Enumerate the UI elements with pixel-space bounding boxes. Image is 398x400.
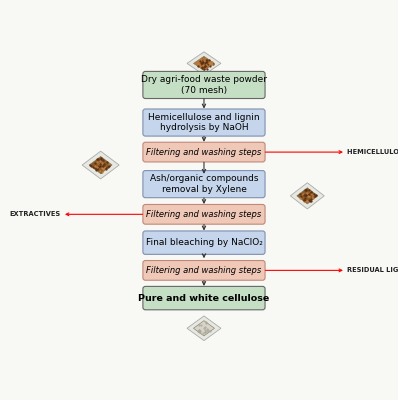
FancyBboxPatch shape [143,142,265,162]
Text: RESIDUAL LIGNIN: RESIDUAL LIGNIN [347,267,398,273]
Polygon shape [187,52,221,75]
Polygon shape [193,321,215,336]
Polygon shape [290,183,324,209]
FancyBboxPatch shape [143,204,265,224]
FancyBboxPatch shape [143,170,265,198]
Text: Ash/organic compounds
removal by Xylene: Ash/organic compounds removal by Xylene [150,174,258,194]
FancyBboxPatch shape [143,109,265,136]
Text: EXTRACTIVES: EXTRACTIVES [10,211,60,217]
Text: HEMICELLULOSE AND LIGNIN: HEMICELLULOSE AND LIGNIN [347,149,398,155]
Polygon shape [82,151,119,179]
Text: Filtering and washing steps: Filtering and washing steps [146,266,261,275]
Text: Filtering and washing steps: Filtering and washing steps [146,148,261,157]
Text: Final bleaching by NaClO₂: Final bleaching by NaClO₂ [146,238,262,247]
Polygon shape [187,316,221,341]
Text: Dry agri-food waste powder
(70 mesh): Dry agri-food waste powder (70 mesh) [141,75,267,95]
FancyBboxPatch shape [143,260,265,280]
Text: Hemicellulose and lignin
hydrolysis by NaOH: Hemicellulose and lignin hydrolysis by N… [148,113,260,132]
FancyBboxPatch shape [143,231,265,254]
Polygon shape [89,156,112,174]
FancyBboxPatch shape [143,72,265,98]
FancyBboxPatch shape [143,286,265,310]
Polygon shape [297,188,318,204]
Polygon shape [193,56,215,70]
Text: Pure and white cellulose: Pure and white cellulose [139,294,269,302]
Text: Filtering and washing steps: Filtering and washing steps [146,210,261,219]
